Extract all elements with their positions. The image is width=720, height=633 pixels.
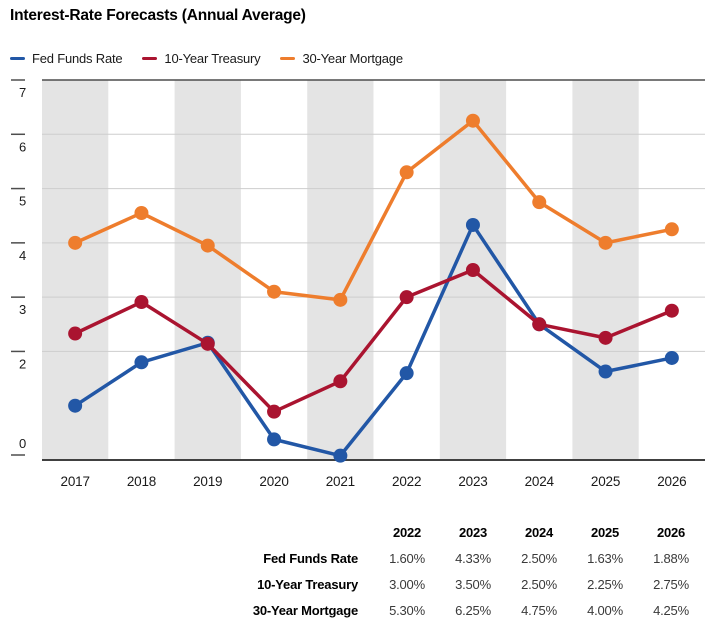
legend-swatch-30-year-mortgage (280, 56, 296, 61)
data-point-30-year-mortgage-2018 (134, 206, 149, 220)
y-axis-label-0: 0 (19, 436, 26, 451)
data-point-30-year-mortgage-2024 (532, 195, 547, 210)
x-axis-label-2020: 2020 (259, 474, 288, 489)
table-value-10-year-treasury-2024: 2.50% (521, 577, 557, 592)
line-chart: 0 2 3 4 5 6 7 2017 2018 2019 2020 2021 2022 2023 2024 2… (11, 79, 705, 489)
data-point-30-year-mortgage-2019 (200, 238, 215, 253)
table-row-label-fed-funds-rate: Fed Funds Rate (263, 551, 358, 566)
x-axis-label-2017: 2017 (61, 474, 90, 489)
data-point-30-year-mortgage-2026 (664, 222, 679, 237)
legend-item-30-year-mortgage: 30-Year Mortgage (280, 51, 403, 66)
legend-label-10-year-treasury: 10-Year Treasury (164, 51, 261, 66)
table-header-2023: 2023 (458, 525, 488, 540)
x-axis-label-2023: 2023 (458, 474, 487, 489)
y-axis-label-2: 2 (19, 356, 26, 371)
data-point-10-year-treasury-2025 (598, 330, 613, 345)
data-point-10-year-treasury-2021 (333, 374, 348, 389)
data-point-10-year-treasury-2026 (664, 303, 679, 318)
table-value-10-year-treasury-2025: 2.25% (587, 577, 623, 592)
table-value-30-year-mortgage-2026: 4.25% (653, 603, 689, 618)
legend-swatch-10-year-treasury (142, 56, 158, 61)
data-point-30-year-mortgage-2022 (399, 165, 414, 180)
legend-label-fed-funds-rate: Fed Funds Rate (32, 51, 123, 66)
year-band-2025 (572, 80, 639, 460)
data-point-30-year-mortgage-2025 (598, 235, 613, 250)
table-header-2025: 2025 (590, 525, 620, 540)
table-value-30-year-mortgage-2023: 6.25% (455, 603, 491, 618)
table-corner-cell (0, 520, 374, 546)
data-point-fed-funds-rate-2021 (333, 448, 348, 463)
table-header-2026: 2026 (656, 525, 686, 540)
data-point-10-year-treasury-2020 (267, 404, 282, 419)
table-value-fed-funds-rate-2023: 4.33% (455, 551, 491, 566)
data-point-10-year-treasury-2023 (465, 263, 480, 277)
x-axis-label-2026: 2026 (657, 474, 686, 489)
y-axis-label-3: 3 (19, 302, 26, 317)
legend-swatch-fed-funds-rate (10, 56, 25, 61)
data-point-fed-funds-rate-2022 (399, 366, 414, 381)
table-value-10-year-treasury-2026: 2.75% (653, 577, 689, 592)
data-point-30-year-mortgage-2021 (333, 292, 348, 307)
y-axis-label-5: 5 (19, 194, 26, 209)
x-axis-label-2019: 2019 (193, 474, 222, 489)
series-line-10-year-treasury (73, 268, 674, 414)
legend-label-30-year-mortgage: 30-Year Mortgage (302, 51, 403, 66)
table-value-10-year-treasury-2023: 3.50% (455, 577, 491, 592)
table-row-label-10-year-treasury: 10-Year Treasury (257, 577, 358, 592)
x-axis-label-2022: 2022 (392, 474, 421, 489)
year-band-2017 (42, 80, 109, 460)
data-point-fed-funds-rate-2023 (465, 217, 480, 232)
table-value-fed-funds-rate-2022: 1.60% (389, 551, 425, 566)
table-value-30-year-mortgage-2024: 4.75% (521, 603, 557, 618)
y-axis-label-4: 4 (19, 248, 26, 263)
data-point-10-year-treasury-2018 (134, 295, 149, 310)
legend-item-fed-funds-rate: Fed Funds Rate (10, 51, 123, 66)
data-point-10-year-treasury-2017 (68, 326, 83, 341)
series-line-30-year-mortgage (73, 118, 674, 302)
forecast-table: 2022 2023 2024 2025 2026 Fed Funds Rate 1.60% 4… (0, 520, 704, 624)
table-value-fed-funds-rate-2026: 1.88% (653, 551, 689, 566)
legend-item-10-year-treasury: 10-Year Treasury (142, 51, 261, 66)
data-point-fed-funds-rate-2018 (134, 355, 149, 370)
y-axis-label-6: 6 (19, 139, 26, 154)
data-point-10-year-treasury-2024 (532, 317, 547, 332)
x-axis-label-2018: 2018 (127, 474, 156, 489)
x-axis-label-2021: 2021 (326, 474, 355, 489)
table-header-2024: 2024 (524, 525, 554, 540)
data-point-fed-funds-rate-2026 (664, 350, 679, 365)
table-value-fed-funds-rate-2025: 1.63% (587, 551, 623, 566)
chart-legend: Fed Funds Rate 10-Year Treasury 30-Year … (10, 51, 403, 66)
table-value-10-year-treasury-2022: 3.00% (389, 577, 425, 592)
data-point-30-year-mortgage-2017 (68, 235, 83, 250)
year-band-2021 (307, 80, 374, 460)
data-point-fed-funds-rate-2025 (598, 364, 613, 379)
data-point-30-year-mortgage-2020 (267, 284, 282, 299)
data-point-fed-funds-rate-2020 (267, 432, 282, 447)
data-point-10-year-treasury-2022 (399, 290, 414, 305)
data-point-30-year-mortgage-2023 (465, 113, 480, 128)
table-value-fed-funds-rate-2024: 2.50% (521, 551, 557, 566)
series-line-fed-funds-rate (73, 223, 674, 458)
table-value-30-year-mortgage-2025: 4.00% (587, 603, 623, 618)
chart-title: Interest-Rate Forecasts (Annual Average) (10, 7, 306, 24)
year-band-2019 (174, 80, 241, 460)
table-header-2022: 2022 (392, 525, 422, 540)
data-point-fed-funds-rate-2017 (68, 398, 83, 413)
x-axis-label-2025: 2025 (591, 474, 620, 489)
x-axis-label-2024: 2024 (525, 474, 555, 489)
data-point-10-year-treasury-2019 (200, 336, 215, 351)
y-axis-label-7: 7 (19, 85, 26, 100)
table-value-30-year-mortgage-2022: 5.30% (389, 603, 425, 618)
table-row-label-30-year-mortgage: 30-Year Mortgage (252, 603, 358, 618)
